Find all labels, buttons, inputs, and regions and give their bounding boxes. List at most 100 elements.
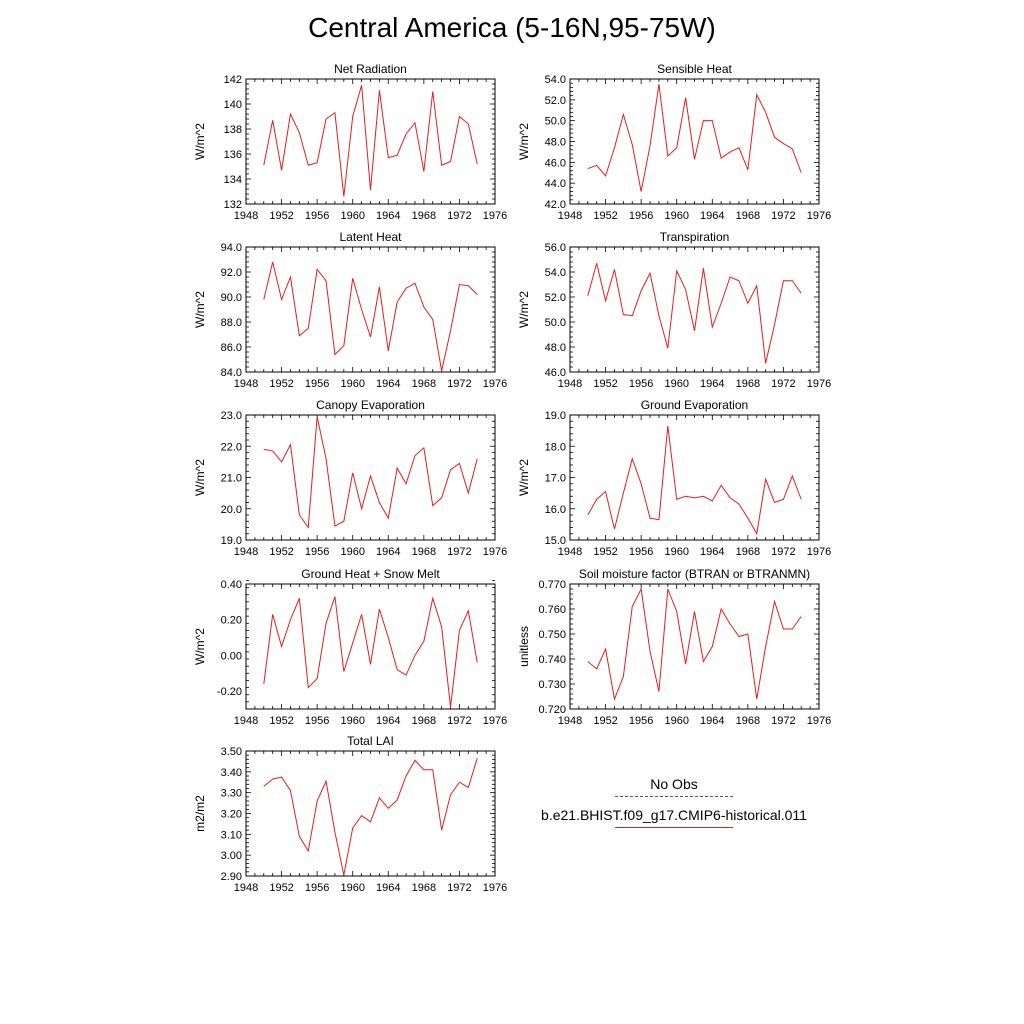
x-tick-label: 1952 bbox=[593, 210, 617, 222]
y-tick-label: 17.0 bbox=[545, 473, 566, 485]
y-tick-label: 94.0 bbox=[221, 242, 242, 254]
plot-frame bbox=[245, 750, 496, 877]
y-tick-label: 136 bbox=[224, 149, 242, 161]
x-tick-label: 1952 bbox=[593, 546, 617, 558]
y-tick-label: 19.0 bbox=[221, 535, 242, 547]
x-tick-label: 1976 bbox=[483, 210, 507, 222]
x-tick-label: 1968 bbox=[736, 715, 760, 727]
y-tick-label: 3.00 bbox=[221, 850, 242, 862]
y-tick-label: 132 bbox=[224, 199, 242, 211]
y-tick-label: -0.20 bbox=[217, 686, 242, 698]
y-tick-label: 138 bbox=[224, 124, 242, 136]
y-tick-label: 3.40 bbox=[221, 767, 242, 779]
chart-panel-9: 1948 1952 1956 1960 1964 1968 1972 1976 2.90 3.00… bbox=[193, 734, 507, 894]
x-tick-label: 1960 bbox=[340, 882, 364, 894]
x-tick-label: 1964 bbox=[700, 715, 724, 727]
panel-title: Ground Heat + Snow Melt bbox=[301, 567, 440, 581]
x-tick-label: 1972 bbox=[771, 378, 795, 390]
x-tick-label: 1976 bbox=[483, 715, 507, 727]
x-tick-label: 1976 bbox=[807, 210, 831, 222]
y-axis-label: unitless bbox=[517, 626, 531, 667]
y-tick-label: 52.0 bbox=[545, 292, 566, 304]
y-tick-label: 18.0 bbox=[545, 441, 566, 453]
y-axis-label: W/m^2 bbox=[517, 291, 531, 328]
x-tick-label: 1968 bbox=[412, 546, 436, 558]
series-line-1 bbox=[587, 84, 802, 192]
y-tick-label: 3.50 bbox=[221, 746, 242, 758]
y-tick-label: 22.0 bbox=[221, 441, 242, 453]
y-tick-label: 90.0 bbox=[221, 292, 242, 304]
y-tick-label: 86.0 bbox=[221, 342, 242, 354]
y-tick-label: 0.760 bbox=[538, 604, 566, 616]
y-tick-label: 54.0 bbox=[545, 74, 566, 86]
y-axis-label: m2/m2 bbox=[193, 795, 207, 832]
y-tick-label: 0.00 bbox=[221, 650, 242, 662]
x-tick-label: 1972 bbox=[447, 546, 471, 558]
x-tick-label: 1956 bbox=[629, 378, 653, 390]
legend-item-obs-line bbox=[615, 796, 733, 797]
y-tick-label: 50.0 bbox=[545, 116, 566, 128]
panel-title: Total LAI bbox=[347, 734, 394, 748]
x-tick-label: 1952 bbox=[269, 882, 293, 894]
plot-frame bbox=[569, 78, 820, 205]
x-tick-label: 1964 bbox=[376, 715, 400, 727]
x-tick-label: 1968 bbox=[412, 210, 436, 222]
x-tick-label: 1976 bbox=[483, 378, 507, 390]
y-tick-label: 0.740 bbox=[538, 654, 566, 666]
y-tick-label: 56.0 bbox=[545, 242, 566, 254]
y-tick-label: 46.0 bbox=[545, 157, 566, 169]
x-tick-label: 1948 bbox=[558, 715, 582, 727]
x-tick-label: 1956 bbox=[305, 882, 329, 894]
x-tick-label: 1972 bbox=[771, 715, 795, 727]
x-tick-label: 1948 bbox=[234, 715, 258, 727]
y-axis-label: W/m^2 bbox=[517, 123, 531, 160]
x-tick-label: 1948 bbox=[558, 378, 582, 390]
plot-frame bbox=[569, 583, 820, 710]
y-tick-label: 142 bbox=[224, 74, 242, 86]
y-tick-label: 52.0 bbox=[545, 95, 566, 107]
panel-title: Ground Evaporation bbox=[641, 398, 748, 412]
y-tick-label: 19.0 bbox=[545, 410, 566, 422]
x-tick-label: 1952 bbox=[593, 715, 617, 727]
x-tick-label: 1968 bbox=[736, 378, 760, 390]
x-tick-label: 1956 bbox=[305, 210, 329, 222]
y-tick-label: 84.0 bbox=[221, 367, 242, 379]
panel-title: Net Radiation bbox=[334, 62, 407, 76]
legend-item-model-label: b.e21.BHIST.f09_g17.CMIP6-historical.011 bbox=[541, 807, 807, 823]
x-tick-label: 1964 bbox=[376, 882, 400, 894]
legend: No Obs b.e21.BHIST.f09_g17.CMIP6-histori… bbox=[512, 776, 836, 838]
panel-title: Transpiration bbox=[660, 230, 730, 244]
x-tick-label: 1956 bbox=[305, 546, 329, 558]
chart-panel-5: 1948 1952 1956 1960 1964 1968 1972 1976 19.0 20.0… bbox=[193, 398, 507, 558]
x-tick-label: 1948 bbox=[234, 546, 258, 558]
x-tick-label: 1956 bbox=[629, 546, 653, 558]
x-tick-label: 1960 bbox=[664, 378, 688, 390]
x-tick-label: 1964 bbox=[376, 546, 400, 558]
x-tick-label: 1948 bbox=[234, 210, 258, 222]
y-tick-label: 0.730 bbox=[538, 679, 566, 691]
x-tick-label: 1964 bbox=[700, 210, 724, 222]
x-tick-label: 1952 bbox=[269, 378, 293, 390]
y-tick-label: 15.0 bbox=[545, 535, 566, 547]
x-tick-label: 1976 bbox=[483, 882, 507, 894]
x-tick-label: 1960 bbox=[340, 546, 364, 558]
y-tick-label: 92.0 bbox=[221, 267, 242, 279]
y-tick-label: 48.0 bbox=[545, 137, 566, 149]
chart-panel-8: 1948 1952 1956 1960 1964 1968 1972 1976 0.720 0.7… bbox=[517, 567, 831, 727]
y-tick-label: 140 bbox=[224, 99, 242, 111]
y-axis-label: W/m^2 bbox=[193, 628, 207, 665]
y-tick-label: 42.0 bbox=[545, 199, 566, 211]
x-tick-label: 1960 bbox=[664, 715, 688, 727]
x-tick-label: 1972 bbox=[447, 210, 471, 222]
x-tick-label: 1972 bbox=[447, 378, 471, 390]
x-tick-label: 1976 bbox=[483, 546, 507, 558]
x-tick-label: 1964 bbox=[376, 210, 400, 222]
x-tick-label: 1960 bbox=[340, 210, 364, 222]
plot-frame bbox=[245, 246, 496, 373]
y-tick-label: 44.0 bbox=[545, 178, 566, 190]
y-axis-label: W/m^2 bbox=[193, 123, 207, 160]
x-tick-label: 1968 bbox=[736, 546, 760, 558]
series-line-1 bbox=[263, 416, 478, 529]
y-tick-label: 0.770 bbox=[538, 579, 566, 591]
